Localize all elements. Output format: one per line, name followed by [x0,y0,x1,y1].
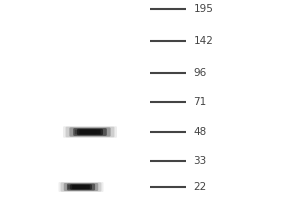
FancyBboxPatch shape [72,185,90,189]
Text: 48: 48 [194,127,207,137]
FancyBboxPatch shape [65,127,115,137]
FancyBboxPatch shape [77,129,103,135]
FancyBboxPatch shape [67,184,95,190]
Text: 33: 33 [194,156,207,166]
FancyBboxPatch shape [73,128,107,136]
FancyBboxPatch shape [64,183,98,191]
FancyBboxPatch shape [63,126,117,138]
FancyBboxPatch shape [58,182,104,192]
Text: 22: 22 [194,182,207,192]
Text: 71: 71 [194,97,207,107]
FancyBboxPatch shape [80,130,100,134]
Text: 142: 142 [194,36,213,46]
Text: 96: 96 [194,68,207,78]
FancyBboxPatch shape [70,184,92,190]
FancyBboxPatch shape [75,130,96,134]
FancyBboxPatch shape [69,127,111,137]
Text: 195: 195 [194,4,213,14]
FancyBboxPatch shape [68,185,85,189]
FancyBboxPatch shape [61,182,101,192]
